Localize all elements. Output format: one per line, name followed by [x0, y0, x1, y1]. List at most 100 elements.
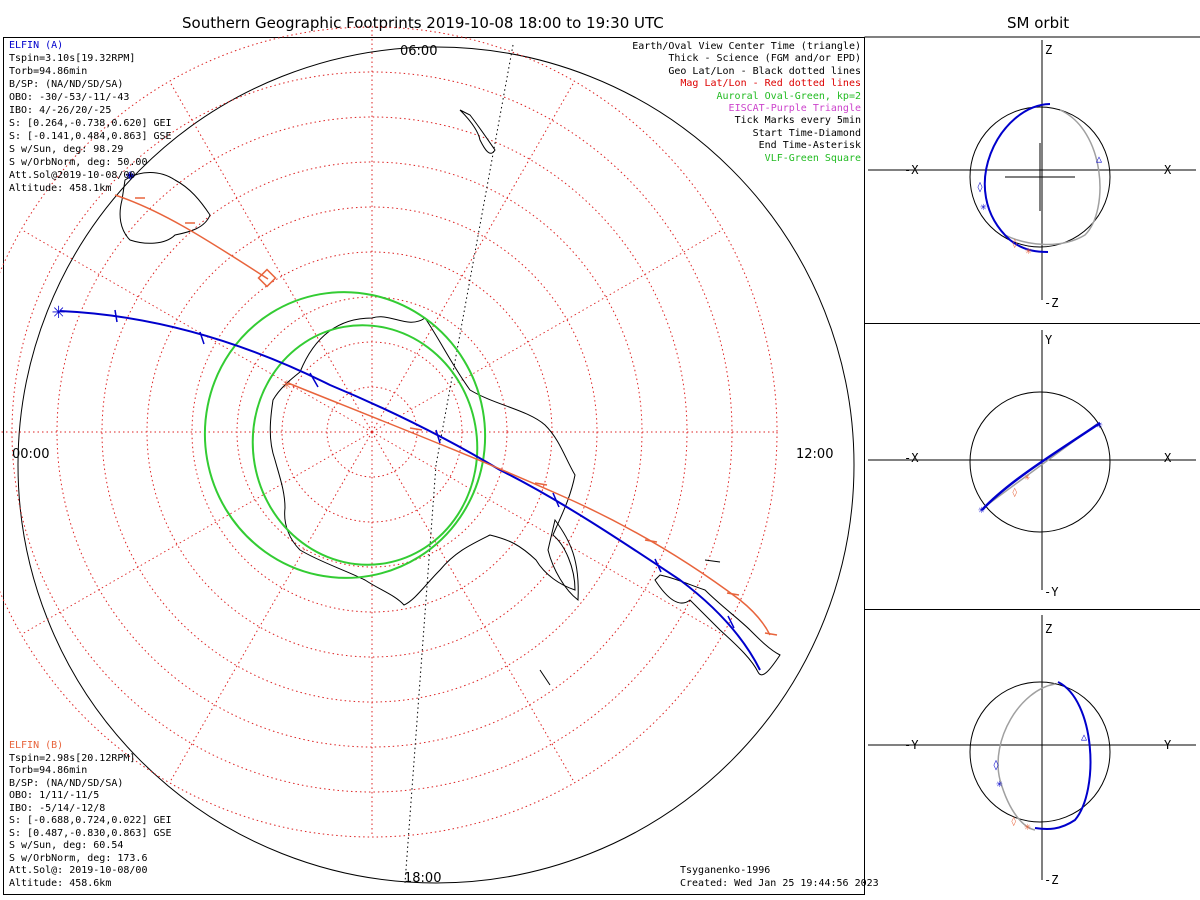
elfin-a-line: S: [0.264,-0.738,0.620] GEI	[9, 118, 172, 129]
svg-text:◊: ◊	[1012, 487, 1017, 498]
elfin-a-line: S: [-0.141,0.484,0.863] GSE	[9, 131, 172, 142]
created-label: Created: Wed Jan 25 19:44:56 2023	[680, 878, 879, 889]
svg-text:✳: ✳	[1096, 418, 1103, 431]
orbit-panel-1: △ ◊ ✳ ✳ ◊	[868, 40, 1196, 300]
elfin-a-ticks	[114, 309, 735, 629]
orbit-title: SM orbit	[1007, 14, 1070, 32]
orbit3-right: Y	[1164, 738, 1172, 752]
elfin-b-line: OBO: 1/11/-11/5	[9, 790, 100, 801]
legend-item: Earth/Oval View Center Time (triangle)	[632, 41, 861, 52]
elfin-b-line: S w/OrbNorm, deg: 173.6	[9, 852, 148, 864]
elfin-a-start-asterisk: ✳	[52, 299, 65, 324]
elfin-a-name: ELFIN (A)	[9, 40, 64, 51]
elfin-b-line: Altitude: 458.6km	[9, 877, 112, 889]
legend-item: Start Time-Diamond	[752, 127, 861, 139]
mag-lon-line	[371, 81, 575, 433]
orbit1-bottom: -Z	[1044, 296, 1059, 310]
elfin-b-ticks	[135, 197, 778, 636]
legend-item: Tick Marks every 5min	[734, 115, 861, 127]
elfin-a-line: Tspin=3.10s[19.32RPM]	[9, 53, 136, 64]
auroral-oval	[203, 291, 487, 579]
svg-text:△: △	[1096, 154, 1102, 165]
elfin-b-line: Tspin=2.98s[20.12RPM]	[9, 752, 136, 764]
legend-item: EISCAT-Purple Triangle	[728, 103, 861, 114]
orbit2-left: -X	[904, 451, 919, 465]
elfin-a-line: B/SP: (NA/ND/SD/SA)	[9, 79, 124, 90]
new-zealand	[459, 109, 496, 154]
orbit2-bottom: -Y	[1044, 585, 1059, 599]
mag-lon-line	[371, 431, 575, 783]
svg-text:✳: ✳	[996, 777, 1003, 790]
orbit1-top: Z	[1045, 43, 1053, 57]
mag-latlon-grid	[0, 26, 778, 838]
svg-text:✳: ✳	[980, 200, 987, 213]
globe-outline	[17, 46, 855, 884]
polar-map: ✳ ◈ ✳	[0, 26, 855, 884]
mag-lon-line	[371, 229, 723, 433]
elfin-a-start-diamond: ◈	[126, 167, 135, 183]
orbit3-left: -Y	[904, 738, 919, 752]
time-label-top: 06:00	[400, 44, 438, 59]
elfin-a-line: Att.Sol@2019-10-08/00	[9, 170, 136, 181]
time-label-left: 00:00	[12, 447, 50, 462]
mag-lon-line	[371, 431, 723, 635]
elfin-a-line: IBO: 4/-26/20/-25	[9, 105, 112, 116]
time-label-right: 12:00	[796, 447, 834, 462]
orbit-panel-3: △ ◊ ✳ ✳ ◊	[868, 615, 1196, 880]
orbit2-right: X	[1164, 451, 1172, 465]
svg-text:◊: ◊	[1011, 816, 1016, 827]
svg-text:◊: ◊	[977, 181, 983, 193]
legend: Earth/Oval View Center Time (triangle) T…	[600, 42, 861, 168]
elfin-b-line: S: [-0.688,0.724,0.022] GEI	[9, 815, 172, 826]
legend-item: Auroral Oval-Green, kp=2	[716, 90, 862, 102]
legend-item: Mag Lat/Lon - Red dotted lines	[680, 78, 861, 90]
elfin-a-line: OBO: -30/-53/-11/-43	[9, 92, 130, 103]
auroral-oval-inner	[251, 324, 479, 566]
elfin-b-line: Torb=94.86min	[9, 765, 88, 776]
mag-lat-circle	[0, 26, 778, 838]
orbit-panel-2: ✳ ✳ ✳ ◊	[868, 330, 1196, 590]
svg-text:◊: ◊	[1012, 238, 1017, 249]
svg-text:◊: ◊	[993, 759, 999, 771]
svg-text:△: △	[1081, 732, 1087, 743]
elfin-b-line: S w/Sun, deg: 60.54	[9, 840, 124, 851]
mag-lon-line	[169, 81, 373, 433]
orbit3-top: Z	[1045, 622, 1053, 636]
svg-text:✳: ✳	[1025, 244, 1032, 257]
svg-text:✳: ✳	[978, 503, 985, 516]
orbit1-right: X	[1164, 163, 1172, 177]
plot-title: Southern Geographic Footprints 2019-10-0…	[182, 14, 664, 32]
legend-item: VLF-Green Square	[764, 152, 861, 164]
elfin-b-info: ELFIN (B) Tspin=2.98s[20.12RPM] Torb=94.…	[9, 741, 172, 891]
svg-text:✳: ✳	[1024, 820, 1031, 833]
antarctica-coast	[269, 316, 576, 606]
elfin-a-line: Torb=94.86min	[9, 66, 88, 77]
orbit2-top: Y	[1045, 333, 1053, 347]
coastlines	[119, 109, 781, 686]
time-label-bottom: 18:00	[404, 871, 442, 886]
elfin-a-line: Altitude: 458.1km	[9, 183, 112, 194]
elfin-a-line: S w/OrbNorm, deg: 50.00	[9, 157, 148, 168]
elfin-b-start-diamond	[257, 268, 277, 288]
australia-coast	[119, 172, 211, 244]
orbit1-left: -X	[904, 163, 919, 177]
elfin-b-line: B/SP: (NA/ND/SD/SA)	[9, 777, 124, 789]
svg-text:✳: ✳	[1024, 472, 1030, 483]
elfin-b-name: ELFIN (B)	[9, 740, 64, 751]
legend-item: Geo Lat/Lon - Black dotted lines	[668, 65, 861, 77]
legend-item: End Time-Asterisk	[758, 140, 861, 152]
elfin-a-info: ELFIN (A) Tspin=3.10s[19.32RPM] Torb=94.…	[9, 41, 172, 197]
elfin-b-track-1	[114, 194, 269, 280]
mag-lon-line	[21, 431, 373, 635]
legend-item: Thick - Science (FGM and/or EPD)	[668, 53, 861, 65]
orbit3-bottom: -Z	[1044, 873, 1059, 887]
model-label: Tsyganenko-1996	[680, 865, 771, 876]
elfin-b-line: IBO: -5/14/-12/8	[9, 802, 106, 814]
elfin-b-line: S: [0.487,-0.830,0.863] GSE	[9, 827, 172, 839]
elfin-b-line: Att.Sol@: 2019-10-08/00	[9, 865, 148, 876]
elfin-b-track-2	[287, 382, 771, 636]
mag-lon-line	[169, 431, 373, 783]
auroral-oval-outer	[203, 291, 487, 579]
elfin-b-end-asterisk: ✳	[282, 374, 292, 393]
